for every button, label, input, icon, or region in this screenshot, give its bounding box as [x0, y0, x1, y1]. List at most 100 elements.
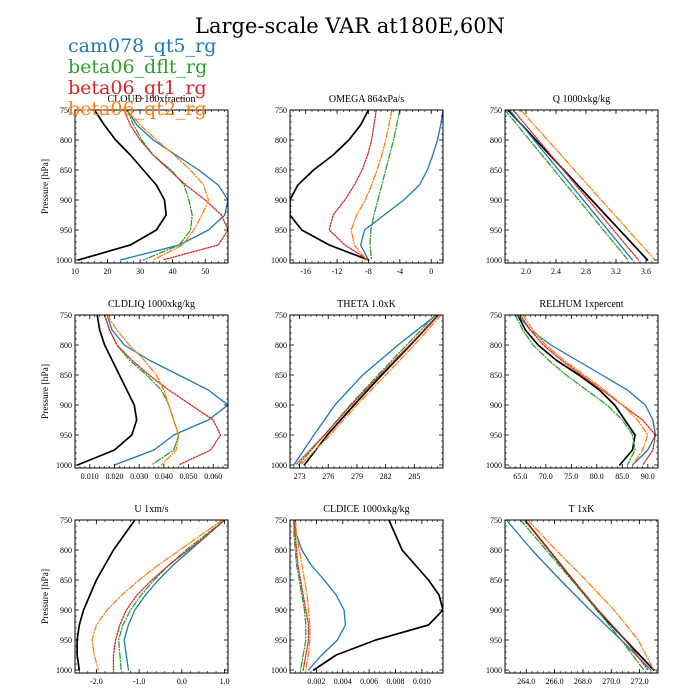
y-tick-label: 950 — [490, 226, 502, 235]
x-tick-label: 0.002 — [307, 677, 325, 686]
x-tick-label: -2.0 — [90, 677, 103, 686]
series-line-cam078-qt5-rg — [517, 315, 657, 466]
series-line-beta06-qt1-rg — [328, 110, 377, 261]
series-line-beta06-qt1-rg — [519, 315, 657, 466]
panel-omega: 750 800 850 900 950 1000 -16 -12 -8 -4 0 OMEGA 864x… — [271, 94, 444, 276]
x-tick-label: 0.050 — [180, 472, 198, 481]
series-group — [77, 110, 228, 261]
plot-frame — [74, 314, 229, 469]
y-tick-label: 750 — [490, 516, 502, 525]
x-tick-label: 266.0 — [546, 677, 564, 686]
x-tick-label: -8 — [365, 267, 372, 276]
series-group — [76, 315, 228, 466]
series-line-cam078-qt5-rg — [293, 315, 437, 466]
y-tick-label: 850 — [60, 576, 72, 585]
y-tick-label: 750 — [275, 106, 287, 115]
y-tick-label: 1000 — [486, 666, 502, 675]
x-tick-label: 282 — [380, 472, 392, 481]
series-line-beta06-qt2-rg — [106, 315, 180, 466]
y-tick-label: 750 — [60, 106, 72, 115]
x-tick-label: 2.8 — [581, 267, 591, 276]
x-tick-label: 0.006 — [360, 677, 378, 686]
x-tick-label: 0.030 — [130, 472, 148, 481]
panel-title: CLDLIQ 1000xkg/kg — [108, 299, 195, 310]
y-tick-label: 950 — [490, 431, 502, 440]
series-line-black — [516, 315, 636, 466]
y-tick-label: 900 — [60, 196, 72, 205]
y-tick-label: 900 — [490, 606, 502, 615]
panel-title: CLDICE 1000xkg/kg — [323, 504, 409, 515]
y-tick-label: 800 — [490, 136, 502, 145]
x-tick-label: -1.0 — [133, 677, 146, 686]
y-tick-label: 800 — [275, 341, 287, 350]
series-line-black — [507, 110, 649, 261]
y-tick-label: 800 — [275, 546, 287, 555]
y-tick-label: 800 — [490, 546, 502, 555]
plot-frame — [74, 109, 229, 264]
series-line-beta06-qt2-rg — [126, 110, 210, 261]
series-group — [76, 520, 226, 671]
series-line-beta06-qt1-rg — [295, 315, 439, 466]
y-tick-label: 800 — [60, 136, 72, 145]
series-line-beta06-qt1-rg — [524, 520, 649, 671]
series-line-beta06-qt1-rg — [112, 520, 226, 671]
series-line-beta06-dflt-rg — [519, 520, 645, 671]
x-tick-label: 0.010 — [413, 677, 431, 686]
panel-title: RELHUM 1xpercent — [539, 299, 623, 310]
series-line-beta06-dflt-rg — [103, 315, 180, 466]
x-tick-label: 75.0 — [564, 472, 578, 481]
series-line-cam078-qt5-rg — [505, 520, 652, 671]
series-line-beta06-qt2-rg — [91, 520, 224, 671]
y-tick-label: 950 — [275, 636, 287, 645]
x-tick-label: 268.0 — [574, 677, 592, 686]
y-tick-label: 750 — [490, 106, 502, 115]
y-tick-label: 950 — [275, 226, 287, 235]
y-axis-label: Pressure [hPa] — [41, 364, 51, 419]
series-line-beta06-dflt-rg — [505, 110, 629, 261]
series-line-black — [290, 110, 370, 261]
panel-title: CLOUD 100xfraction — [107, 94, 195, 105]
plot-frame — [289, 519, 444, 674]
y-tick-label: 1000 — [56, 666, 72, 675]
x-tick-label: 85.0 — [615, 472, 629, 481]
panel-title: T 1xK — [569, 504, 595, 515]
y-tick-label: 950 — [275, 431, 287, 440]
y-tick-label: 1000 — [486, 461, 502, 470]
series-line-beta06-dflt-rg — [514, 315, 636, 466]
y-tick-label: 900 — [490, 196, 502, 205]
series-line-beta06-dflt-rg — [293, 520, 307, 671]
panel-title: OMEGA 864xPa/s — [329, 94, 404, 105]
series-line-beta06-dflt-rg — [126, 110, 193, 261]
legend-entry-cam078-qt5-rg: cam078_qt5_rg — [68, 35, 217, 57]
x-tick-label: 279 — [351, 472, 363, 481]
y-tick-label: 1000 — [271, 666, 287, 675]
x-tick-label: 10 — [71, 267, 79, 276]
panel-cldliq: 750 800 850 900 950 1000 0.010 0.020 0.030 0.040 0… — [41, 299, 229, 481]
y-tick-label: 750 — [60, 311, 72, 320]
series-line-black — [76, 315, 138, 466]
series-line-cam078-qt5-rg — [508, 110, 634, 261]
x-tick-label: 0.020 — [105, 472, 123, 481]
x-tick-label: 0.010 — [81, 472, 99, 481]
panel-cloud: 750 800 850 900 950 1000 10 20 30 40 50 CLOUD 100xf… — [41, 94, 229, 276]
x-tick-label: 270.0 — [602, 677, 620, 686]
x-tick-label: -16 — [300, 267, 311, 276]
y-tick-label: 800 — [60, 546, 72, 555]
series-line-black — [77, 110, 167, 261]
series-group — [505, 520, 655, 671]
x-tick-label: 285 — [408, 472, 420, 481]
x-tick-label: 3.6 — [641, 267, 651, 276]
y-tick-label: 750 — [275, 311, 287, 320]
series-group — [293, 315, 442, 466]
series-group — [293, 520, 443, 671]
x-tick-label: 0.0 — [177, 677, 187, 686]
x-tick-label: 2.0 — [521, 267, 531, 276]
series-line-beta06-dflt-rg — [369, 110, 401, 261]
panel-t: 750 800 850 900 950 1000 264.0 266.0 268.0 270.0 2… — [486, 504, 659, 686]
y-tick-label: 1000 — [486, 256, 502, 265]
series-line-beta06-qt2-rg — [350, 110, 393, 261]
x-tick-label: 273 — [294, 472, 306, 481]
panel-q: 750 800 850 900 950 1000 2.0 2.4 2.8 3.2 3.6 Q 1000… — [486, 94, 659, 276]
series-line-beta06-dflt-rg — [117, 520, 226, 671]
x-tick-label: 30 — [136, 267, 144, 276]
